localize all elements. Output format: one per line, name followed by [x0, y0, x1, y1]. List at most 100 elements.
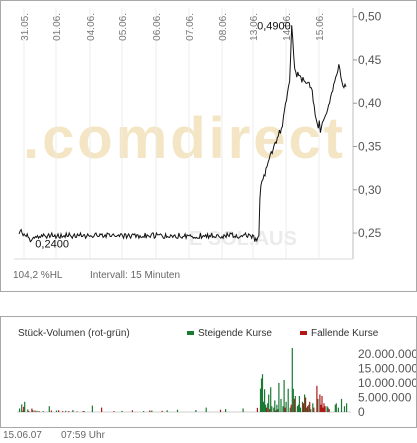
- volume-bar-falling: [328, 409, 330, 412]
- volume-bar-rising: [327, 407, 329, 412]
- legend-rising-label: Steigende Kurse: [198, 328, 272, 339]
- x-tick-label: 06.06.: [152, 13, 163, 41]
- volume-bar-rising: [306, 407, 308, 412]
- legend-rising-swatch: [187, 331, 194, 336]
- volume-bar-rising: [317, 398, 319, 412]
- y-tick-label: 0,25: [358, 226, 382, 240]
- volume-bar-rising: [334, 404, 336, 412]
- volume-bar-rising: [291, 348, 293, 412]
- volume-bar-rising: [55, 410, 58, 412]
- volume-bar-falling: [302, 403, 305, 412]
- volume-bar-rising: [298, 396, 300, 412]
- volume-bar-rising: [277, 409, 279, 412]
- y-tick-label: 0,50: [358, 10, 382, 24]
- volume-bar-rising: [265, 404, 267, 412]
- volume-bar-falling: [149, 410, 151, 412]
- instrument-watermark: E SOL.AUS: [189, 228, 297, 250]
- footer-date: 15.06.07: [3, 430, 42, 441]
- volume-bar-rising: [264, 389, 266, 412]
- volume-bar-rising: [285, 401, 287, 412]
- volume-bar-rising: [278, 382, 280, 412]
- volume-bar-rising: [337, 407, 339, 412]
- x-tick-label: 05.06.: [118, 13, 129, 41]
- volume-bar-rising: [343, 406, 346, 412]
- volume-bar-rising: [297, 404, 299, 412]
- volume-bar-rising: [151, 410, 153, 412]
- volume-bar-falling: [320, 404, 322, 412]
- volume-bar-falling: [34, 410, 36, 412]
- legend-falling: Fallende Kurse: [300, 328, 378, 339]
- volume-bar-rising: [308, 404, 310, 412]
- volume-bar-rising: [294, 396, 296, 412]
- x-tick-label: 31.05.: [20, 13, 31, 41]
- volume-bar-rising: [195, 410, 197, 412]
- volume-bar-falling: [31, 408, 33, 412]
- volume-y-tick-label: 0: [358, 405, 365, 419]
- volume-bar-rising: [259, 388, 262, 412]
- performance-label: 104,2 %HL: [13, 270, 63, 281]
- volume-bar-falling: [38, 411, 40, 412]
- volume-bar-rising: [335, 403, 337, 412]
- volume-bar-rising: [36, 410, 38, 412]
- x-tick-label: 04.06.: [86, 13, 97, 41]
- volume-bar-rising: [263, 401, 265, 412]
- volume-bar-falling: [293, 398, 295, 412]
- volume-bar-falling: [50, 410, 52, 412]
- volume-bar-rising: [242, 408, 244, 412]
- volume-bar-rising: [304, 394, 306, 412]
- volume-bar-rising: [299, 407, 302, 412]
- volume-bar-rising: [312, 403, 314, 412]
- volume-bar-rising: [270, 387, 272, 412]
- volume-bar-rising: [176, 409, 179, 412]
- watermark-logo: .comdirect: [23, 106, 343, 171]
- x-tick-label: 15.06.: [315, 13, 326, 41]
- price-chart-panel: .comdirect E SOL.AUS 31.05. 01.06. 04.06. 05.…: [0, 0, 417, 292]
- volume-bar-rising: [326, 406, 328, 412]
- volume-bar-rising: [121, 410, 123, 412]
- high-value-label: 0,4900: [257, 20, 291, 32]
- volume-y-tick-label: 15.000.000: [358, 361, 416, 375]
- volume-bar-rising: [292, 388, 294, 412]
- volume-bar-falling: [305, 397, 307, 412]
- volume-bar-rising: [27, 409, 29, 412]
- volume-bar-falling: [266, 407, 268, 412]
- volume-bar-rising: [340, 398, 343, 412]
- footer-time: 07:59 Uhr: [61, 430, 105, 441]
- volume-bar-falling: [322, 407, 324, 412]
- volume-bar-falling: [256, 407, 258, 412]
- volume-bar-falling: [62, 411, 64, 412]
- volume-bar-rising: [225, 409, 227, 412]
- volume-bar-rising: [283, 380, 285, 412]
- price-line: [18, 25, 347, 243]
- volume-bar-falling: [101, 407, 103, 412]
- x-tick-label: 08.06.: [218, 13, 229, 41]
- volume-chart-panel: Stück-Volumen (rot-grün) Steigende Kurse…: [0, 316, 417, 428]
- volume-bar-falling: [321, 396, 323, 412]
- volume-bar-rising: [32, 410, 34, 412]
- x-tick-label: 13.06.: [249, 13, 260, 41]
- x-tick-label: 14.06.: [282, 13, 293, 41]
- volume-bar-rising: [72, 410, 74, 412]
- volume-bar-rising: [273, 407, 275, 412]
- volume-bar-rising: [296, 406, 298, 412]
- volume-bar-rising: [346, 403, 348, 412]
- volume-bar-falling: [28, 411, 30, 412]
- volume-y-tick-label: 20.000.000: [358, 347, 416, 361]
- volume-bar-rising: [310, 409, 312, 412]
- volume-y-tick-label: 5.000.000: [358, 390, 412, 404]
- volume-bar-rising: [282, 406, 284, 412]
- volume-bar-rising: [274, 400, 276, 412]
- volume-bar-falling: [76, 411, 78, 412]
- y-tick-label: 0,35: [358, 139, 382, 153]
- volume-bar-rising: [261, 374, 264, 412]
- volume-bar-falling: [290, 404, 292, 412]
- volume-bar-rising: [83, 411, 85, 412]
- volume-bar-rising: [22, 410, 24, 412]
- volume-bar-rising: [267, 403, 269, 412]
- volume-bar-rising: [143, 411, 145, 412]
- volume-bar-falling: [269, 409, 271, 412]
- volume-bar-rising: [205, 407, 207, 412]
- volume-y-tick-label: 10.000.000: [358, 376, 416, 390]
- price-chart: .comdirect E SOL.AUS 31.05. 01.06. 04.06. 05.…: [14, 8, 382, 260]
- interval-label: Intervall: 15 Minuten: [90, 270, 181, 281]
